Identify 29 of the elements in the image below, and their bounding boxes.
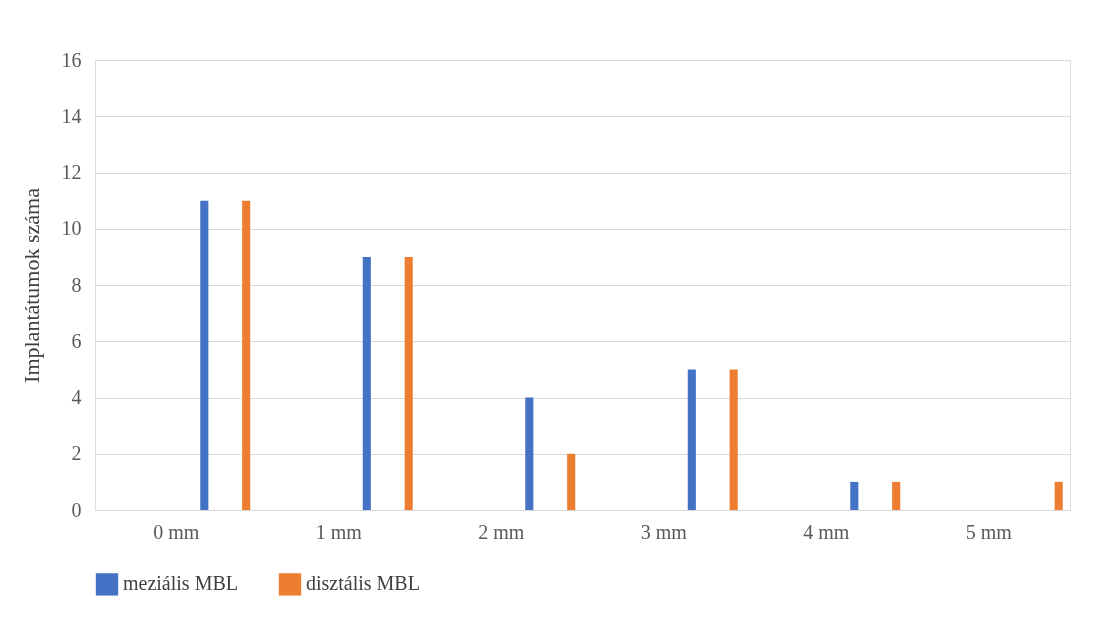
y-tick-label: 0 — [71, 498, 82, 521]
x-tick-label: 2 mm — [478, 520, 525, 543]
y-tick-label: 12 — [61, 161, 82, 183]
y-tick-label: 16 — [61, 48, 82, 71]
legend-label: meziális MBL — [123, 572, 238, 595]
y-tick-label: 6 — [71, 329, 82, 352]
bar — [200, 200, 209, 510]
y-tick-label: 4 — [71, 386, 82, 408]
legend-label: disztális MBL — [306, 572, 420, 595]
bar — [567, 453, 576, 510]
x-tick-label: 3 mm — [640, 520, 688, 543]
bar — [404, 256, 413, 510]
y-tick-label: 8 — [71, 273, 82, 296]
bar — [525, 397, 534, 510]
bar — [729, 369, 738, 510]
x-tick-label: 4 mm — [803, 520, 850, 543]
y-tick-label: 10 — [61, 217, 82, 240]
y-tick-label: 2 — [71, 442, 82, 465]
x-tick-label: 0 mm — [153, 520, 200, 543]
bar — [892, 481, 901, 510]
bar — [850, 481, 859, 510]
bar — [242, 200, 251, 510]
y-tick-label: 14 — [61, 104, 82, 127]
bar — [362, 256, 371, 510]
x-tick-label: 1 mm — [315, 520, 363, 543]
x-tick-label: 5 mm — [965, 520, 1013, 543]
bar — [1054, 481, 1063, 510]
bar — [687, 369, 696, 510]
y-axis-title: Implantátumok száma — [18, 187, 44, 383]
